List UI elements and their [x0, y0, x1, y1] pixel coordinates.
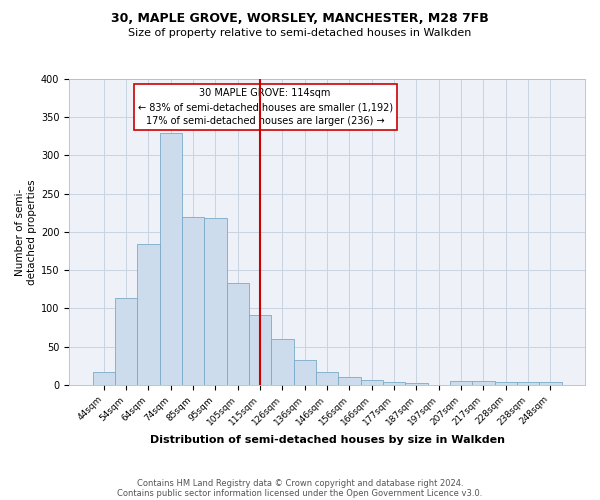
Bar — [137, 244, 160, 385]
Text: Contains HM Land Registry data © Crown copyright and database right 2024.: Contains HM Land Registry data © Crown c… — [137, 478, 463, 488]
Bar — [249, 316, 271, 385]
Bar — [316, 372, 338, 385]
Bar — [92, 372, 115, 385]
Bar — [383, 382, 405, 385]
Bar — [115, 298, 137, 385]
Bar — [204, 218, 227, 385]
Bar — [182, 218, 204, 385]
Bar — [160, 132, 182, 385]
Bar — [494, 382, 517, 385]
Text: 30, MAPLE GROVE, WORSLEY, MANCHESTER, M28 7FB: 30, MAPLE GROVE, WORSLEY, MANCHESTER, M2… — [111, 12, 489, 26]
Bar — [293, 360, 316, 385]
Bar — [539, 382, 562, 385]
Bar — [338, 377, 361, 385]
Bar — [450, 381, 472, 385]
Text: Contains public sector information licensed under the Open Government Licence v3: Contains public sector information licen… — [118, 488, 482, 498]
Bar — [472, 381, 494, 385]
X-axis label: Distribution of semi-detached houses by size in Walkden: Distribution of semi-detached houses by … — [149, 435, 505, 445]
Bar — [405, 382, 428, 385]
Text: 30 MAPLE GROVE: 114sqm
← 83% of semi-detached houses are smaller (1,192)
17% of : 30 MAPLE GROVE: 114sqm ← 83% of semi-det… — [137, 88, 393, 126]
Bar — [227, 283, 249, 385]
Y-axis label: Number of semi-
detached properties: Number of semi- detached properties — [15, 179, 37, 284]
Bar — [361, 380, 383, 385]
Bar — [517, 382, 539, 385]
Text: Size of property relative to semi-detached houses in Walkden: Size of property relative to semi-detach… — [128, 28, 472, 38]
Bar — [271, 339, 293, 385]
